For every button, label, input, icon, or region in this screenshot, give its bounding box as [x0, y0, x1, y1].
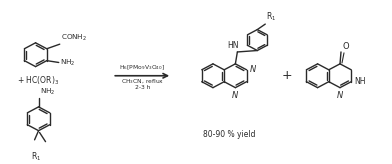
Text: + HC(OR)$_3$: + HC(OR)$_3$ — [16, 74, 59, 87]
Text: NH: NH — [354, 77, 366, 86]
Text: O: O — [343, 42, 350, 51]
Text: NH$_2$: NH$_2$ — [40, 87, 55, 97]
Text: N: N — [337, 91, 343, 100]
Text: R$_1$: R$_1$ — [266, 11, 276, 23]
Text: R$_1$: R$_1$ — [31, 151, 41, 163]
Text: CH$_3$CN, reflux: CH$_3$CN, reflux — [121, 78, 164, 86]
Text: +: + — [281, 69, 292, 82]
Text: HN: HN — [227, 41, 239, 50]
Text: NH$_2$: NH$_2$ — [60, 57, 75, 68]
Text: 2-3 h: 2-3 h — [134, 85, 150, 90]
Text: CONH$_2$: CONH$_2$ — [61, 33, 87, 43]
Text: N: N — [232, 91, 238, 100]
Text: H$_6$[PMo$_9$V$_3$O$_{40}$]: H$_6$[PMo$_9$V$_3$O$_{40}$] — [119, 63, 165, 72]
Text: N: N — [250, 65, 256, 74]
Text: 80-90 % yield: 80-90 % yield — [203, 130, 256, 139]
